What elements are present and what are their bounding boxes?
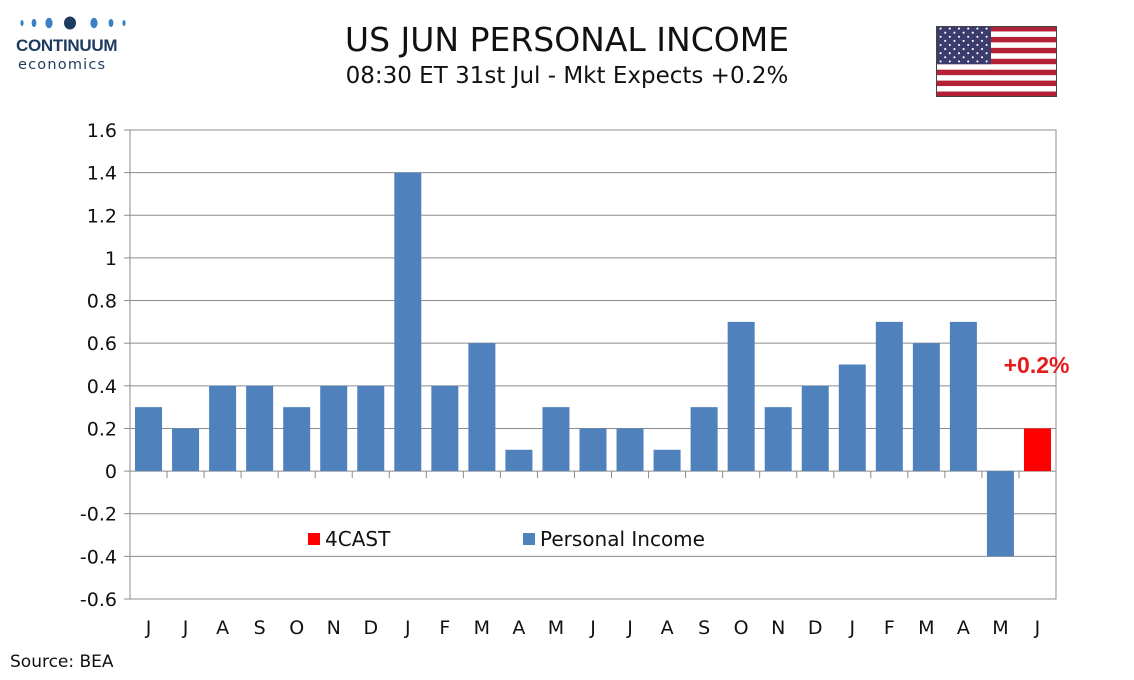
x-tick-label: M [918,617,934,639]
bar [320,385,348,472]
x-tick-label: J [404,617,411,639]
bar [579,428,607,472]
x-tick-label: S [254,617,266,639]
bar [542,407,570,472]
bar [727,321,755,472]
x-tick-label: A [512,617,525,639]
continuum-logo: CONTINUUM economics [12,14,137,76]
y-tick-label: 1.4 [87,163,117,185]
bar [986,471,1014,557]
x-tick-label: J [626,617,633,639]
y-tick-label: 1 [105,248,117,270]
bar [653,449,681,472]
forecast-bar [1023,428,1051,472]
y-tick-label: 0.8 [87,291,117,313]
bar [949,321,977,472]
logo-tagline: economics [18,57,107,73]
bar [246,385,274,472]
bar [468,343,496,472]
bar [505,449,533,472]
x-tick-label: M [992,617,1008,639]
y-tick-label: 0.4 [87,376,117,398]
bar [690,407,718,472]
legend-swatch [308,533,320,545]
x-tick-label: N [327,617,341,639]
bar [838,364,866,472]
y-tick-label: 0.6 [87,333,117,355]
x-tick-label: O [734,617,749,639]
y-tick-label: 1.6 [87,120,117,142]
chart-title: US JUN PERSONAL INCOME [344,20,790,59]
x-tick-label: A [216,617,229,639]
legend-swatch [523,533,535,545]
bar [172,428,200,472]
x-tick-label: D [363,617,378,639]
bar [394,172,422,472]
logo-dots-icon [20,16,126,30]
y-tick-label: 0.2 [87,418,117,440]
bar [431,385,459,472]
x-tick-label: J [182,617,189,639]
x-tick-label: N [771,617,785,639]
bar [283,407,311,472]
x-tick-label: J [848,617,855,639]
us-flag-icon [936,26,1057,97]
x-tick-label: D [808,617,823,639]
x-tick-label: F [884,617,895,639]
x-tick-label: S [698,617,710,639]
y-tick-label: -0.4 [80,546,117,568]
x-tick-label: F [439,617,450,639]
x-tick-label: J [589,617,596,639]
bar [357,385,385,472]
bar [616,428,644,472]
x-tick-label: O [289,617,304,639]
bar [209,385,237,472]
x-tick-label: A [957,617,970,639]
forecast-annotation: +0.2% [1004,352,1070,378]
bar [801,385,829,472]
legend-label: 4CAST [325,527,391,551]
x-tick-label: M [474,617,490,639]
y-tick-label: 0 [105,461,117,483]
legend-label: Personal Income [540,527,705,551]
bar [764,407,792,472]
x-tick-label: J [1034,617,1041,639]
y-tick-label: -0.6 [80,589,117,611]
x-tick-label: J [145,617,152,639]
y-tick-label: 1.2 [87,205,117,227]
bar [135,407,163,472]
bar [875,321,903,472]
x-tick-label: A [661,617,674,639]
chart-subtitle: 08:30 ET 31st Jul - Mkt Expects +0.2% [345,63,789,89]
logo-name: CONTINUUM [16,36,118,55]
source-note: Source: BEA [10,652,114,672]
y-tick-label: -0.2 [80,504,117,526]
x-tick-label: M [548,617,564,639]
bar [912,343,940,472]
